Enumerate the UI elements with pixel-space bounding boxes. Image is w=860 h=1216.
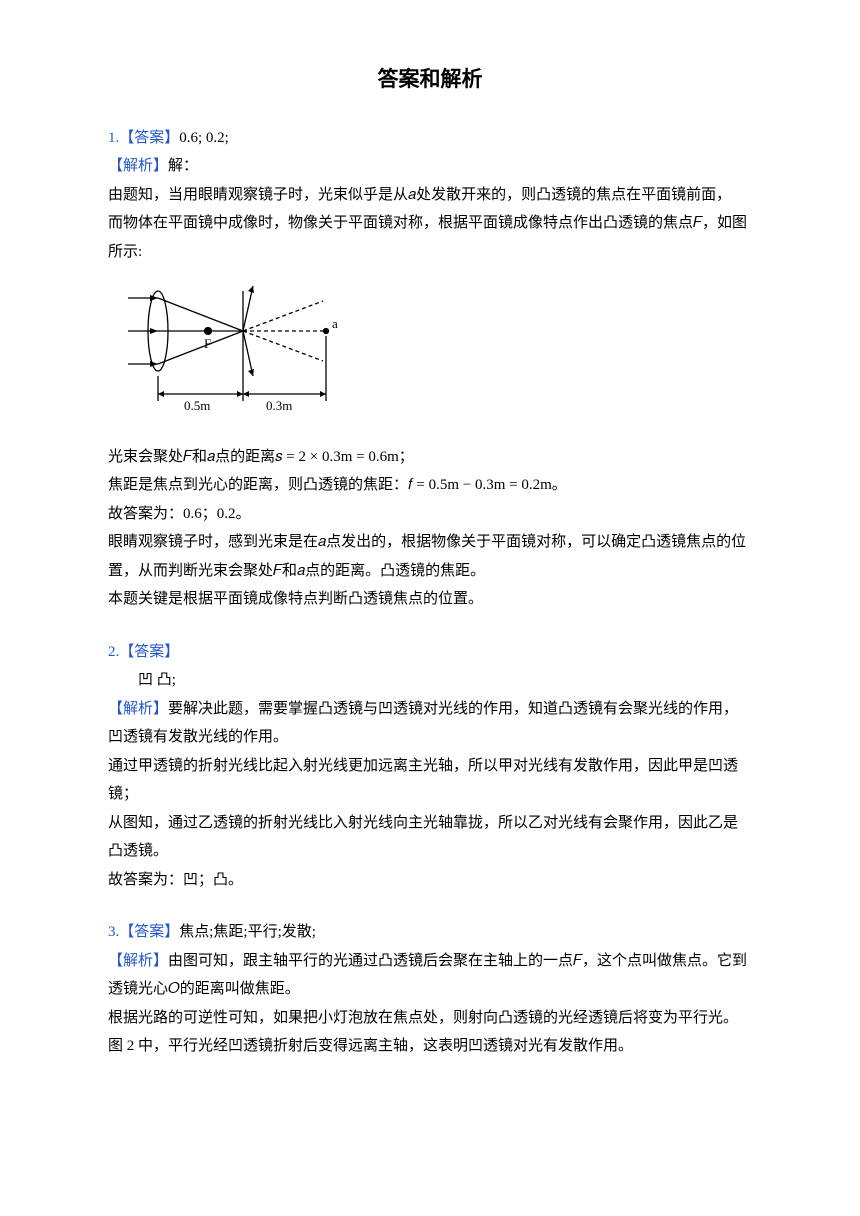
q1-line6: 眼睛观察镜子时，感到光束是在𝑎点发出的，根据物像关于平面镜对称，可以确定凸透镜焦… [108,528,752,585]
q3-line3: 图 2 中，平行光经凹透镜折射后变得远离主轴，这表明凹透镜对光有发散作用。 [108,1032,752,1061]
answer-label: 【答案】 [119,924,179,940]
q2-line3: 从图知，通过乙透镜的折射光线比入射光线向主光轴靠拢，所以乙对光线有会聚作用，因此… [108,809,752,866]
q2-number: 2. [108,644,119,660]
label-f: F [204,336,211,351]
answer-label: 【答案】 [119,644,179,660]
q1-answer-text: 0.6; 0.2; [179,130,229,146]
dim-left: 0.5m [184,398,210,413]
q3-number: 3. [108,924,119,940]
analysis-label: 【解析】 [108,953,168,969]
q2-line2: 通过甲透镜的折射光线比起入射光线更加远离主光轴，所以甲对光线有发散作用，因此甲是… [108,752,752,809]
q1-line3: 光束会聚处𝐹和𝑎点的距离𝑠 = 2 × 0.3m = 0.6m； [108,443,752,472]
q3-line1-text: 由图可知，跟主轴平行的光通过凸透镜后会聚在主轴上的一点𝐹，这个点叫做焦点。它到透… [108,953,747,998]
q1-analysis-header: 【解析】解： [108,152,752,181]
q1-line1: 由题知，当用眼睛观察镜子时，光束似乎是从𝑎处发散开来的，则凸透镜的焦点在平面镜前… [108,181,752,210]
q1-line7: 本题关键是根据平面镜成像特点判断凸透镜焦点的位置。 [108,585,752,614]
lens-diagram: F a 0.5m 0.3m [128,276,358,422]
answer-label: 【答案】 [119,130,179,146]
question-2: 2.【答案】 凹 凸; 【解析】要解决此题，需要掌握凸透镜与凹透镜对光线的作用，… [108,638,752,895]
q1-number: 1. [108,130,119,146]
page-title: 答案和解析 [108,60,752,100]
label-a: a [332,316,338,331]
q3-answer-line: 3.【答案】焦点;焦距;平行;发散; [108,918,752,947]
q1-answer-line: 1.【答案】0.6; 0.2; [108,124,752,153]
analysis-label: 【解析】 [108,158,168,174]
q1-line4: 焦距是焦点到光心的距离，则凸透镜的焦距：𝑓 = 0.5m − 0.3m = 0.… [108,471,752,500]
analysis-label: 【解析】 [108,701,168,717]
q2-answer-line: 2.【答案】 [108,638,752,667]
q2-answer-text: 凹 凸; [108,666,752,695]
q2-line1-text: 要解决此题，需要掌握凸透镜与凹透镜对光线的作用，知道凸透镜有会聚光线的作用，凹透… [108,701,738,746]
q3-answer-text: 焦点;焦距;平行;发散; [179,924,316,940]
q1-line2: 而物体在平面镜中成像时，物像关于平面镜对称，根据平面镜成像特点作出凸透镜的焦点𝐹… [108,209,752,266]
question-1: 1.【答案】0.6; 0.2; 【解析】解： 由题知，当用眼睛观察镜子时，光束似… [108,124,752,614]
q2-line4: 故答案为：凹；凸。 [108,866,752,895]
q3-line1: 【解析】由图可知，跟主轴平行的光通过凸透镜后会聚在主轴上的一点𝐹，这个点叫做焦点… [108,947,752,1004]
q3-line2: 根据光路的可逆性可知，如果把小灯泡放在焦点处，则射向凸透镜的光经透镜后将变为平行… [108,1004,752,1033]
q2-line1: 【解析】要解决此题，需要掌握凸透镜与凹透镜对光线的作用，知道凸透镜有会聚光线的作… [108,695,752,752]
q1-line5: 故答案为：0.6；0.2。 [108,500,752,529]
analysis-prefix: 解： [168,158,198,174]
dim-right: 0.3m [266,398,292,413]
question-3: 3.【答案】焦点;焦距;平行;发散; 【解析】由图可知，跟主轴平行的光通过凸透镜… [108,918,752,1061]
